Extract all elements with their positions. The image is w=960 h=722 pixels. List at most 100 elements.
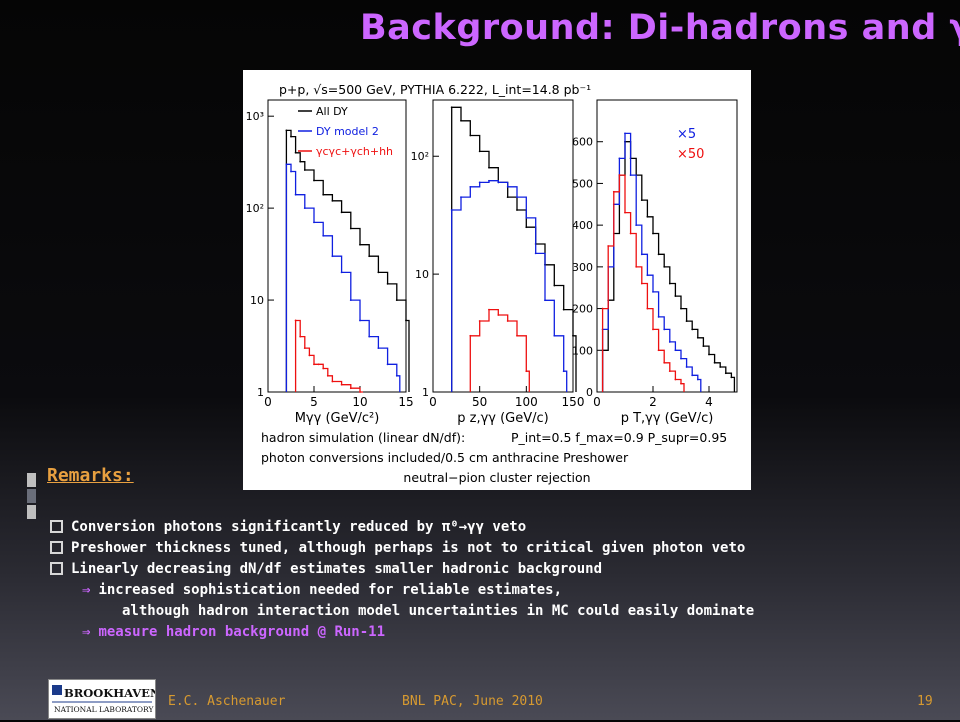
bullet-text: Conversion photons significantly reduced… — [71, 519, 527, 535]
data-point — [657, 316, 660, 318]
data-point — [359, 319, 361, 322]
data-point — [497, 314, 500, 316]
data-point — [652, 232, 654, 235]
y-tick-label: 500 — [572, 177, 593, 190]
data-point — [674, 378, 677, 381]
data-point — [285, 129, 288, 132]
data-point — [469, 134, 472, 137]
data-point — [525, 226, 528, 229]
data-point — [562, 308, 565, 311]
data-point — [635, 224, 638, 227]
data-point — [313, 363, 315, 366]
data-point — [349, 227, 352, 230]
bullet-item: Conversion photons significantly reduced… — [50, 517, 950, 538]
data-point — [680, 357, 682, 360]
series-line-3-1 — [601, 141, 736, 392]
data-point — [303, 169, 306, 171]
data-point — [322, 234, 325, 237]
data-point — [708, 353, 710, 356]
x-axis-label: Mγγ (GeV/c²) — [295, 411, 380, 426]
data-point — [340, 211, 343, 214]
data-point — [349, 387, 352, 390]
histogram-panels: p+p, √s=500 GeV, PYTHIA 6.222, L_int=14.… — [246, 82, 738, 485]
data-point — [657, 253, 660, 256]
y-tick-label: 600 — [572, 136, 593, 149]
data-point — [299, 335, 302, 338]
data-point — [506, 185, 509, 188]
y-tick-label: 100 — [572, 344, 593, 357]
bullet-text: Preshower thickness tuned, although perh… — [71, 540, 746, 556]
data-point — [386, 363, 389, 366]
accent-bar-top — [27, 473, 36, 487]
data-point — [506, 320, 509, 322]
bullet-item: Preshower thickness tuned, although perh… — [50, 538, 950, 559]
data-point — [719, 366, 722, 368]
data-point — [331, 255, 334, 258]
data-point — [294, 193, 297, 196]
y-tick-label: 10² — [411, 150, 429, 163]
data-point — [685, 366, 688, 368]
data-point — [331, 380, 334, 383]
data-point — [322, 193, 325, 196]
data-point — [516, 209, 518, 211]
footer-author: E.C. Aschenauer — [168, 694, 286, 709]
x-tick-label: 0 — [264, 395, 272, 409]
data-point — [640, 199, 643, 202]
data-point — [640, 253, 643, 256]
data-point — [340, 383, 343, 386]
x-tick-label: 15 — [398, 395, 413, 409]
data-point — [488, 166, 490, 169]
data-point — [377, 271, 380, 274]
data-point — [497, 181, 500, 184]
data-point — [572, 334, 574, 337]
data-point — [290, 170, 292, 173]
data-point — [612, 190, 615, 193]
slide-title: Background: Di-hadrons and γ — [360, 8, 960, 48]
data-point — [624, 211, 626, 214]
data-point — [691, 328, 694, 331]
data-point — [663, 328, 666, 331]
figure-caption-line1-right: P_int=0.5 f_max=0.9 P_supr=0.95 — [511, 430, 727, 445]
series-line-2-3 — [469, 308, 530, 392]
series-line-1-2 — [285, 163, 401, 392]
x-tick-label: 10 — [352, 395, 367, 409]
legend-label: All DY — [316, 105, 348, 118]
sub-point-continued: although hadron interaction model uncert… — [50, 601, 950, 622]
data-point — [696, 378, 699, 381]
data-point — [340, 271, 343, 274]
data-point — [629, 174, 632, 176]
data-point — [303, 347, 306, 350]
logo-subtitle: NATIONAL LABORATORY — [54, 705, 154, 714]
checkbox-bullet-icon — [50, 540, 63, 554]
remarks-heading: Remarks: — [47, 465, 134, 486]
series-line-3-2 — [601, 132, 702, 392]
data-point — [674, 295, 677, 297]
y-tick-label: 10² — [246, 202, 264, 215]
data-point — [601, 307, 604, 310]
sub-point-text: increased sophistication needed for reli… — [98, 582, 563, 598]
data-point — [624, 132, 626, 135]
y-tick-label: 300 — [572, 261, 593, 274]
data-point — [299, 160, 302, 163]
x-tick-label: 4 — [705, 395, 713, 409]
figure-header: p+p, √s=500 GeV, PYTHIA 6.222, L_int=14.… — [279, 82, 591, 97]
data-point — [331, 199, 334, 202]
series-line-3-3 — [601, 174, 685, 392]
data-point — [713, 361, 716, 364]
brookhaven-logo: BROOKHAVEN NATIONAL LABORATORY — [48, 679, 161, 719]
data-point — [349, 299, 352, 301]
data-point — [668, 341, 671, 343]
simulation-figure: p+p, √s=500 GeV, PYTHIA 6.222, L_int=14.… — [243, 70, 751, 490]
x-tick-label: 0 — [593, 395, 601, 409]
figure-caption-line2: photon conversions included/0.5 cm anthr… — [261, 450, 629, 465]
x-tick-label: 100 — [515, 395, 538, 409]
remarks-list: Conversion photons significantly reduced… — [50, 517, 950, 643]
data-point — [618, 174, 621, 176]
series-line-2-2 — [451, 180, 568, 392]
data-point — [646, 215, 649, 218]
x-tick-label: 50 — [472, 395, 487, 409]
data-point — [534, 252, 537, 255]
data-point — [377, 347, 380, 350]
checkbox-bullet-icon — [50, 519, 63, 533]
checkbox-bullet-icon — [50, 561, 63, 575]
